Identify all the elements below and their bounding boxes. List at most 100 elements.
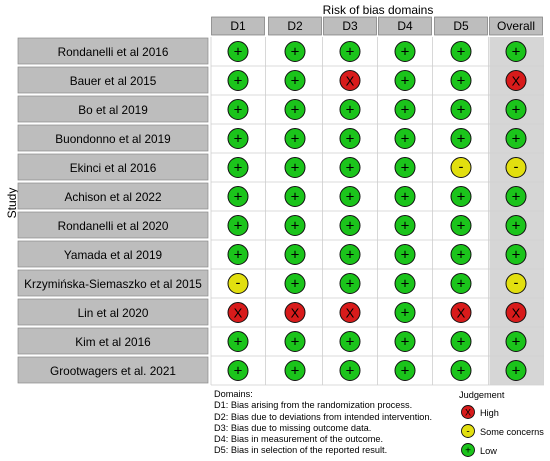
judgement-low-marker [339,244,361,265]
judgement-legend-marker-some [461,424,475,438]
judgement-low-marker [284,99,306,120]
judgement-high-marker [284,302,306,323]
judgement-low-symbol: + [346,276,355,293]
column-header-box-d2 [268,16,322,36]
judgement-low-marker [339,41,361,62]
judgement-low-symbol: + [457,363,466,380]
judgement-low-symbol: + [401,73,410,90]
judgement-high-marker [339,70,361,91]
judgement-low-marker [227,70,249,91]
judgement-low-symbol: + [401,160,410,177]
judgement-low-symbol: + [401,131,410,148]
judgement-high-symbol: X [512,74,521,89]
judgement-low-marker [284,215,306,236]
judgement-low-marker [284,70,306,91]
judgement-high-symbol: X [457,306,466,321]
judgement-legend-symbol-high: X [465,408,471,418]
judgement-low-symbol: + [291,218,300,235]
judgement-low-symbol: + [234,131,243,148]
study-label: Lin et al 2020 [78,306,149,320]
judgement-low-marker [339,273,361,294]
judgement-legend-symbol-some: - [466,427,469,438]
column-header-box-d3 [323,16,377,36]
judgement-low-marker [505,331,527,352]
judgement-low-symbol: + [291,102,300,119]
judgement-low-symbol: + [401,189,410,206]
judgement-low-marker [505,244,527,265]
judgement-low-marker [227,99,249,120]
judgement-low-symbol: + [512,363,521,380]
judgement-some-symbol: - [514,275,519,292]
column-header-box-d4 [378,16,432,36]
study-label-box [17,356,209,384]
judgement-low-marker [450,70,472,91]
judgement-high-symbol: X [512,306,521,321]
judgement-high-marker [227,302,249,323]
judgement-low-symbol: + [346,189,355,206]
judgement-low-symbol: + [234,247,243,264]
judgement-low-marker [227,157,249,178]
judgement-some-symbol: - [514,159,519,176]
study-label: Yamada et al 2019 [64,248,162,262]
judgement-low-symbol: + [401,305,410,322]
judgement-low-symbol: + [401,44,410,61]
judgement-low-marker [450,99,472,120]
judgement-low-marker [450,360,472,381]
judgement-low-marker [339,157,361,178]
judgement-low-symbol: + [234,102,243,119]
judgement-low-symbol: + [401,334,410,351]
judgement-low-symbol: + [512,189,521,206]
judgement-low-symbol: + [291,247,300,264]
judgement-legend-marker-low [461,443,475,457]
judgement-low-marker [505,186,527,207]
column-header-d4: D4 [397,19,413,33]
judgement-low-marker [394,186,416,207]
judgement-low-marker [394,157,416,178]
judgement-low-marker [450,331,472,352]
judgement-low-marker [339,186,361,207]
judgement-low-marker [339,128,361,149]
domain-legend-d2: D2: Bias due to deviations from intended… [214,411,433,422]
study-label: Rondanelli et al 2020 [58,219,169,233]
judgement-low-marker [227,215,249,236]
study-label-box [17,37,209,65]
domain-legend-d3: D3: Bias due to missing outcome data. [214,422,372,433]
study-label-box [17,95,209,123]
judgement-low-marker [284,41,306,62]
judgement-low-marker [394,128,416,149]
judgement-some-symbol: - [236,275,241,292]
judgement-low-marker [450,41,472,62]
column-header-box-overall [489,16,543,36]
study-label: Grootwagers et al. 2021 [50,364,176,378]
judgement-low-marker [284,360,306,381]
study-label: Krzymińska-Siemaszko et al 2015 [24,277,202,291]
judgement-low-symbol: + [457,102,466,119]
judgement-low-symbol: + [346,218,355,235]
judgement-low-symbol: + [457,276,466,293]
judgement-low-symbol: + [457,218,466,235]
judgement-some-marker [505,273,527,294]
judgement-high-marker [505,70,527,91]
study-label-box [17,153,209,181]
judgement-low-marker [450,244,472,265]
judgement-low-symbol: + [291,160,300,177]
judgement-low-marker [394,331,416,352]
judgement-high-marker [450,302,472,323]
study-label-box [17,327,209,355]
judgement-low-marker [284,331,306,352]
domain-legend-d4: D4: Bias in measurement of the outcome. [214,434,384,445]
judgement-low-marker [394,41,416,62]
judgement-low-marker [505,128,527,149]
judgement-low-symbol: + [457,189,466,206]
judgement-low-symbol: + [512,218,521,235]
judgement-low-marker [284,128,306,149]
judgement-low-symbol: + [291,363,300,380]
judgement-low-symbol: + [234,363,243,380]
judgement-low-marker [394,99,416,120]
judgement-some-marker [450,157,472,178]
judgement-low-symbol: + [457,73,466,90]
judgement-low-symbol: + [234,218,243,235]
judgement-low-marker [450,186,472,207]
judgement-low-symbol: + [512,131,521,148]
